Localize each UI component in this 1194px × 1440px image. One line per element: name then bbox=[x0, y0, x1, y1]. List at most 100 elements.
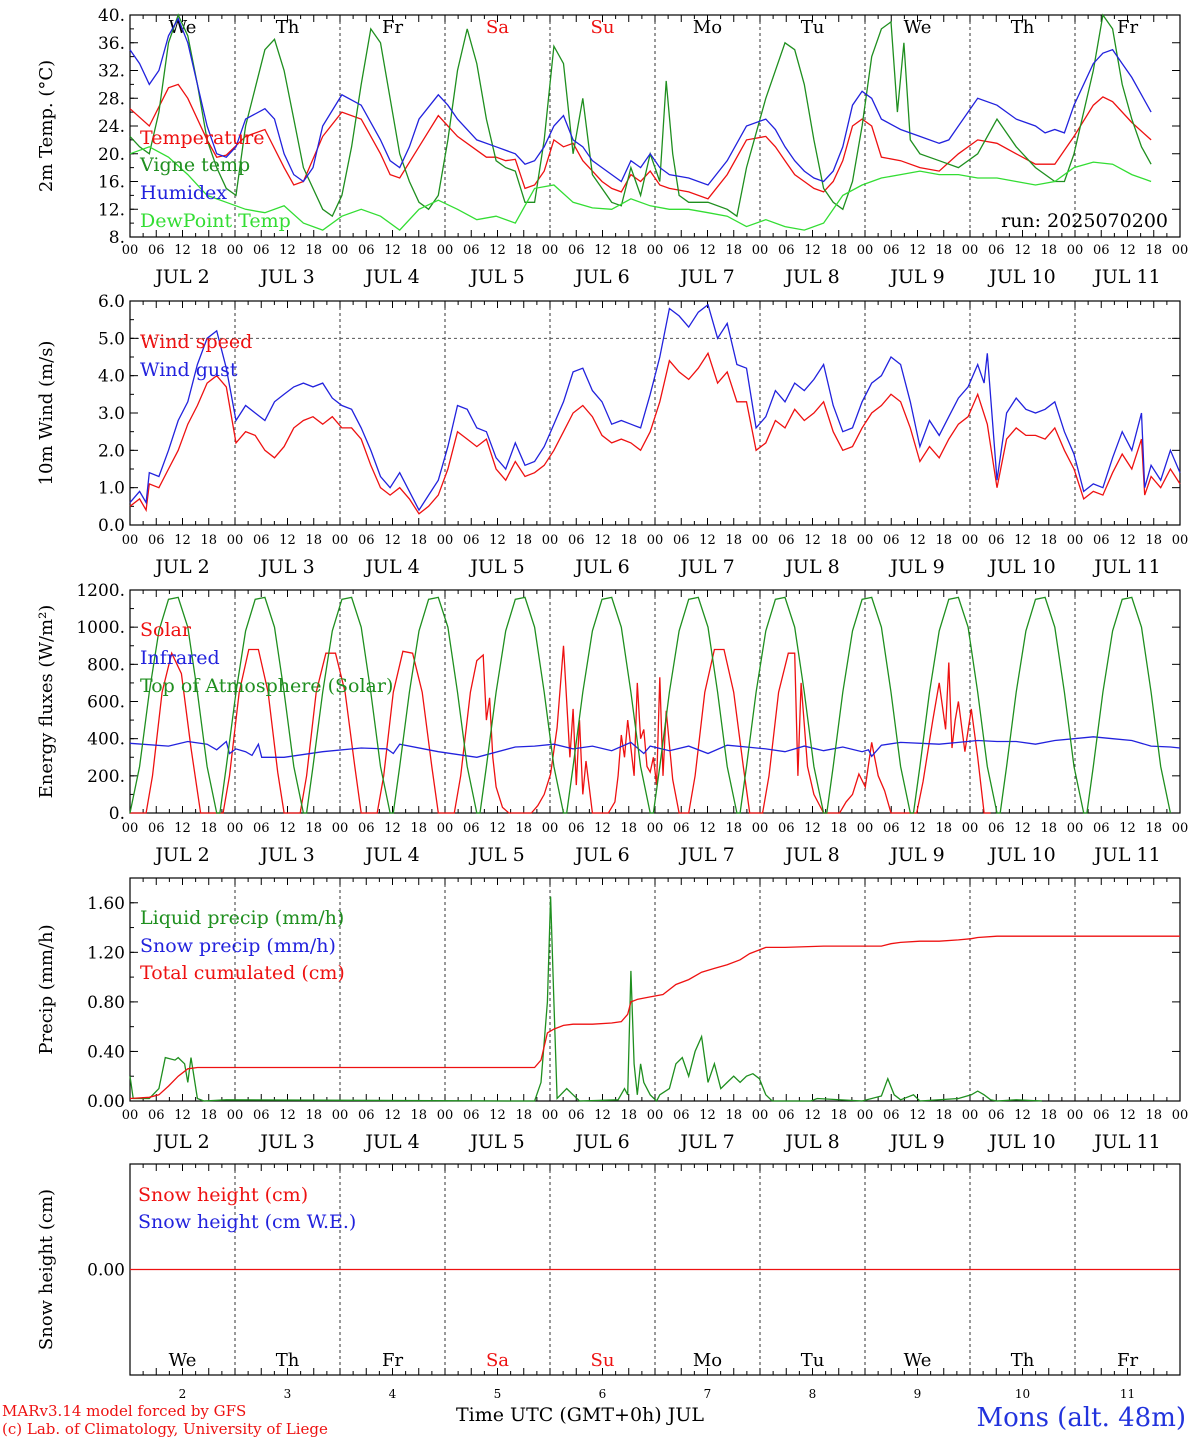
hour-label: 06 bbox=[883, 243, 900, 258]
hour-label: 18 bbox=[830, 1108, 847, 1123]
day-name: Sa bbox=[486, 1350, 509, 1371]
plot-frame bbox=[129, 300, 1181, 526]
hour-label: 12 bbox=[174, 243, 191, 258]
series-vigne-temp bbox=[129, 13, 1152, 218]
hour-label: 12 bbox=[1014, 533, 1031, 548]
hour-label: 00 bbox=[1172, 243, 1189, 258]
legend-entry: Snow height (cm) bbox=[138, 1184, 308, 1206]
hour-label: 06 bbox=[253, 821, 270, 836]
hour-label: 06 bbox=[883, 1108, 900, 1123]
hour-label: 06 bbox=[1093, 1108, 1110, 1123]
date-label: JUL 7 bbox=[678, 266, 734, 288]
legend-entry: Snow height (cm W.E.) bbox=[138, 1211, 356, 1233]
hour-label: 18 bbox=[410, 533, 427, 548]
day-number: 6 bbox=[599, 1387, 607, 1401]
hour-label: 12 bbox=[1014, 243, 1031, 258]
hour-label: 18 bbox=[935, 821, 952, 836]
hour-label: 18 bbox=[200, 1108, 217, 1123]
hour-label: 00 bbox=[752, 821, 769, 836]
y-tick-label: 32. bbox=[98, 62, 125, 82]
series-infrared bbox=[129, 736, 1181, 758]
hour-label: 12 bbox=[489, 243, 506, 258]
date-label: JUL 5 bbox=[468, 844, 524, 866]
hour-label: 18 bbox=[1040, 821, 1057, 836]
hour-label: 06 bbox=[988, 243, 1005, 258]
hour-label: 18 bbox=[200, 243, 217, 258]
date-label: JUL 4 bbox=[363, 844, 419, 866]
date-label: JUL 6 bbox=[573, 1131, 629, 1153]
series-top-of-atmosphere-solar- bbox=[129, 596, 1172, 814]
hour-label: 00 bbox=[332, 533, 349, 548]
y-tick-label: 0.00 bbox=[87, 1092, 125, 1112]
legend-entry: Infrared bbox=[140, 647, 220, 669]
series-humidex bbox=[129, 16, 1152, 186]
y-tick-label: 1.20 bbox=[87, 943, 125, 963]
hour-label: 00 bbox=[1067, 821, 1084, 836]
hour-label: 00 bbox=[122, 1108, 139, 1123]
hour-label: 06 bbox=[778, 533, 795, 548]
hour-label: 12 bbox=[174, 1108, 191, 1123]
date-label: JUL 7 bbox=[678, 1131, 734, 1153]
hour-label: 00 bbox=[647, 243, 664, 258]
date-label: JUL 6 bbox=[573, 844, 629, 866]
hour-label: 06 bbox=[1093, 533, 1110, 548]
date-label: JUL 6 bbox=[573, 266, 629, 288]
hour-label: 12 bbox=[909, 1108, 926, 1123]
y-tick-label: 0.80 bbox=[87, 993, 125, 1013]
hour-label: 12 bbox=[384, 821, 401, 836]
hour-label: 12 bbox=[384, 533, 401, 548]
y-tick-label: 800. bbox=[87, 655, 125, 675]
y-axis-label: Precip (mm/h) bbox=[36, 924, 57, 1054]
y-axis-label: 10m Wind (m/s) bbox=[36, 341, 57, 486]
hour-label: 06 bbox=[253, 533, 270, 548]
series-wind-speed bbox=[129, 351, 1181, 515]
hour-label: 00 bbox=[857, 1108, 874, 1123]
hour-label: 06 bbox=[988, 533, 1005, 548]
date-label: JUL 9 bbox=[888, 1131, 944, 1153]
day-name: Fr bbox=[1117, 17, 1138, 38]
day-name: Mo bbox=[693, 17, 722, 38]
date-label: JUL 6 bbox=[573, 556, 629, 578]
hour-label: 18 bbox=[515, 821, 532, 836]
run-annotation: run: 2025070200 bbox=[1001, 210, 1168, 232]
date-label: JUL 11 bbox=[1092, 1131, 1160, 1153]
date-label: JUL 8 bbox=[783, 1131, 839, 1153]
hour-label: 18 bbox=[830, 243, 847, 258]
hour-label: 00 bbox=[647, 821, 664, 836]
hour-label: 12 bbox=[1119, 243, 1136, 258]
panel-5: 0.00 Snow height (cm) We 2 Th 3 Fr 4 Sa 5 Su 6 Mo 7 Tu… bbox=[36, 1163, 1181, 1401]
hour-label: 00 bbox=[122, 821, 139, 836]
series-dewpoint-temp bbox=[129, 146, 1152, 231]
hour-label: 12 bbox=[1119, 1108, 1136, 1123]
hour-label: 00 bbox=[542, 821, 559, 836]
hour-label: 18 bbox=[725, 533, 742, 548]
hour-label: 00 bbox=[437, 533, 454, 548]
legend-entry: Vigne temp bbox=[139, 154, 250, 176]
hour-label: 12 bbox=[1014, 821, 1031, 836]
date-label: JUL 8 bbox=[783, 556, 839, 578]
hour-label: 00 bbox=[332, 821, 349, 836]
date-label: JUL 5 bbox=[468, 1131, 524, 1153]
hour-label: 00 bbox=[332, 243, 349, 258]
date-label: JUL 3 bbox=[258, 1131, 314, 1153]
hour-label: 18 bbox=[305, 243, 322, 258]
date-label: JUL 7 bbox=[678, 556, 734, 578]
hour-label: 12 bbox=[279, 821, 296, 836]
hour-label: 06 bbox=[358, 533, 375, 548]
hour-label: 06 bbox=[883, 821, 900, 836]
hour-label: 00 bbox=[122, 243, 139, 258]
hour-label: 00 bbox=[1067, 533, 1084, 548]
hour-label: 12 bbox=[804, 533, 821, 548]
y-tick-label: 5.0 bbox=[98, 329, 125, 349]
series-wind-gust bbox=[129, 303, 1181, 512]
hour-label: 12 bbox=[489, 821, 506, 836]
y-tick-label: 20. bbox=[98, 145, 125, 165]
hour-label: 06 bbox=[148, 1108, 165, 1123]
day-number: 7 bbox=[704, 1387, 712, 1401]
date-label: JUL 11 bbox=[1092, 844, 1160, 866]
day-name: Tu bbox=[801, 17, 825, 38]
hour-label: 00 bbox=[122, 533, 139, 548]
y-tick-label: 2.0 bbox=[98, 441, 125, 461]
hour-label: 18 bbox=[515, 243, 532, 258]
hour-label: 18 bbox=[725, 1108, 742, 1123]
